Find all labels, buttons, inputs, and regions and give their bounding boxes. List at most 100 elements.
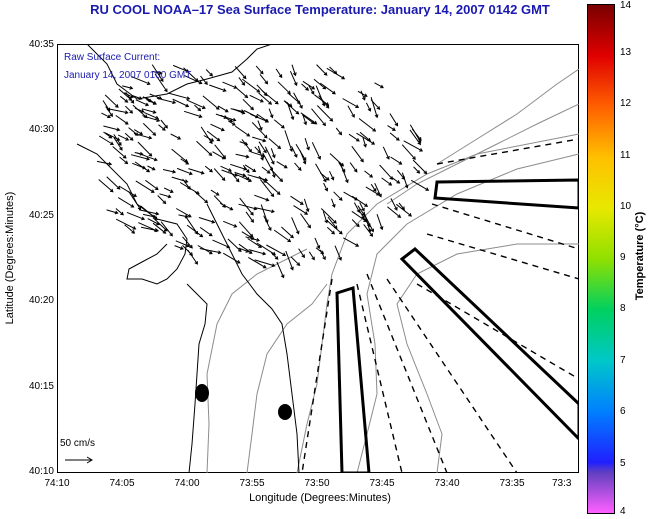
colorbar-tick: 5 — [620, 458, 626, 469]
current-vector — [293, 92, 303, 109]
current-vector — [300, 112, 318, 125]
current-vector — [270, 166, 276, 179]
current-vector — [348, 133, 360, 142]
current-vector — [273, 119, 285, 129]
x-axis-label: Longitude (Degrees:Minutes) — [249, 492, 391, 504]
y-tick-label: 40:30 — [28, 124, 54, 135]
current-vector — [247, 238, 263, 248]
current-vector — [184, 75, 203, 85]
current-vector — [153, 217, 168, 232]
current-vector — [205, 69, 213, 77]
current-vector — [238, 203, 258, 211]
current-vector — [209, 84, 227, 92]
current-vector — [221, 169, 238, 177]
current-vector — [320, 82, 336, 95]
current-vector — [275, 68, 283, 79]
colorbar-tick: 10 — [620, 201, 632, 212]
current-vector — [303, 198, 310, 213]
current-time: January 14, 2007 0100 GMT — [64, 70, 192, 81]
current-vector — [255, 207, 275, 214]
current-vector — [238, 247, 250, 253]
x-tick-label: 73:50 — [304, 478, 330, 489]
current-vector — [222, 252, 241, 264]
current-vector — [113, 134, 122, 146]
y-tick-label: 40:35 — [28, 39, 54, 50]
current-vector — [235, 153, 250, 159]
current-vector — [101, 112, 111, 119]
current-vector — [152, 222, 167, 234]
current-vector — [409, 129, 421, 146]
current-vector — [374, 182, 382, 198]
current-vector — [217, 105, 229, 113]
current-vector — [351, 195, 369, 207]
hf-radar-sector — [335, 178, 579, 473]
current-vector — [276, 161, 288, 169]
current-vector — [276, 261, 285, 279]
current-vector — [314, 94, 330, 106]
current-vector — [347, 105, 355, 118]
current-vector — [351, 219, 360, 228]
current-vector — [206, 130, 221, 142]
current-vector — [113, 137, 123, 151]
current-vector — [247, 174, 269, 182]
current-vector — [311, 142, 321, 160]
current-vector — [285, 250, 294, 271]
current-vector — [259, 74, 269, 85]
current-vector — [134, 107, 145, 113]
current-vector — [199, 226, 213, 237]
current-vector — [186, 99, 206, 110]
current-vector — [257, 145, 264, 161]
current-vector — [172, 64, 190, 73]
current-vector — [319, 172, 330, 181]
current-vector — [326, 226, 335, 235]
current-vector — [125, 105, 134, 114]
colorbar-tick: 6 — [620, 406, 626, 417]
current-vector — [115, 208, 124, 216]
x-tick-label: 73:45 — [369, 478, 395, 489]
current-vector — [162, 169, 177, 174]
current-vector — [145, 179, 159, 191]
current-vector — [403, 140, 424, 152]
current-vector — [257, 120, 263, 131]
current-vector — [194, 104, 202, 112]
current-vector — [96, 160, 113, 166]
current-vector — [238, 77, 246, 86]
current-vector — [294, 162, 302, 171]
current-vector — [149, 93, 163, 100]
current-vector — [239, 141, 249, 146]
current-vector — [174, 245, 184, 250]
current-vector — [122, 85, 134, 90]
current-vector — [298, 248, 305, 259]
current-vector — [159, 193, 172, 199]
current-vector — [284, 100, 293, 107]
current-vector — [335, 127, 343, 136]
current-vector — [365, 102, 372, 112]
current-vector — [333, 191, 343, 201]
current-vector — [238, 243, 253, 254]
scale-label: 50 cm/s — [60, 438, 96, 449]
current-vector — [186, 224, 204, 238]
x-tick-label: 73:40 — [434, 478, 460, 489]
current-vector — [234, 86, 249, 99]
current-vector — [284, 130, 293, 153]
current-vector — [163, 187, 174, 193]
current-vector — [200, 126, 213, 145]
current-vector — [268, 108, 274, 119]
current-vector — [170, 133, 182, 140]
current-vector — [188, 168, 205, 175]
current-vector — [413, 166, 421, 174]
current-vector — [133, 133, 153, 140]
current-vector — [258, 92, 273, 105]
colorbar-tick: 8 — [620, 303, 626, 314]
y-tick-label: 40:15 — [28, 381, 54, 392]
current-vector — [103, 125, 121, 132]
current-vector — [124, 224, 136, 234]
current-vector — [326, 220, 343, 235]
current-vector — [389, 132, 400, 141]
current-vector — [172, 98, 190, 108]
current-vector — [323, 182, 329, 192]
dark-spot — [195, 384, 209, 402]
current-vector — [291, 217, 300, 235]
current-vector — [316, 64, 328, 76]
current-vector — [256, 242, 277, 256]
